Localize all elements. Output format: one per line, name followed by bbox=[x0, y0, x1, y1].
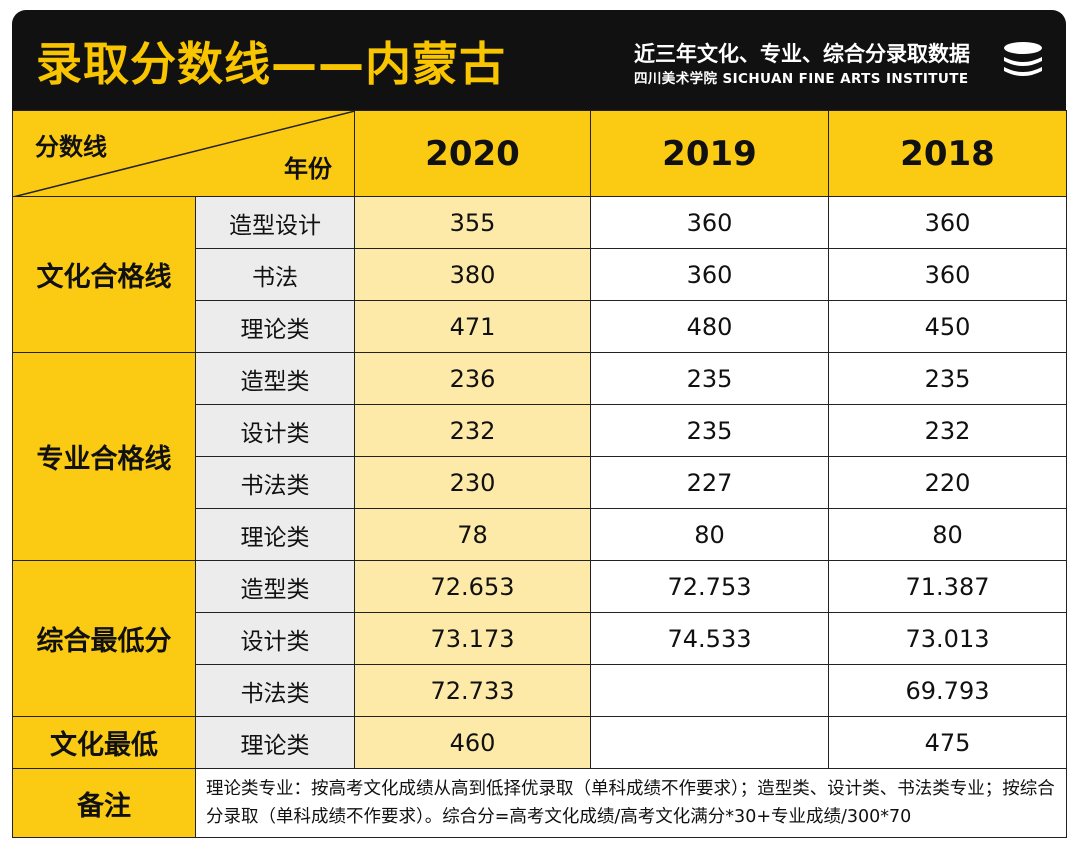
value-cell: 235 bbox=[590, 404, 829, 457]
institute-name: 四川美术学院 SICHUAN FINE ARTS INSTITUTE bbox=[634, 71, 969, 87]
corner-row-label: 分数线 bbox=[35, 133, 107, 161]
table-row: 文化合格线 造型设计 355 360 360 bbox=[12, 196, 1067, 353]
value-cell: 480 bbox=[590, 300, 829, 353]
note-label: 备注 bbox=[12, 768, 196, 838]
year-header-2020: 2020 bbox=[354, 110, 591, 197]
value-cell: 73.013 bbox=[828, 612, 1067, 665]
value-cell bbox=[590, 716, 829, 769]
table-row: 文化最低 理论类 460 475 bbox=[12, 716, 1067, 769]
table-row: 理论类 78 80 80 bbox=[13, 508, 1067, 561]
value-cell: 235 bbox=[828, 352, 1067, 405]
value-cell: 69.793 bbox=[828, 664, 1067, 717]
note-row: 备注 理论类专业：按高考文化成绩从高到低择优录取（单科成绩不作要求）；造型类、设计… bbox=[12, 768, 1067, 838]
value-cell: 360 bbox=[590, 248, 829, 301]
row-label: 理论类 bbox=[195, 716, 355, 769]
value-cell: 355 bbox=[354, 196, 591, 249]
table-row: 综合最低分 造型类 72.653 72.753 71.387 bbox=[12, 560, 1067, 717]
row-label: 理论类 bbox=[195, 508, 355, 561]
corner-cell: 分数线年份 bbox=[12, 110, 355, 197]
row-label: 书法类 bbox=[195, 456, 355, 509]
value-cell: 72.753 bbox=[590, 560, 829, 613]
value-cell: 72.653 bbox=[354, 560, 591, 613]
table-row: 书法类 230 227 220 bbox=[13, 456, 1067, 509]
value-cell: 72.733 bbox=[354, 664, 591, 717]
row-label: 书法类 bbox=[195, 664, 355, 717]
corner-col-label: 年份 bbox=[284, 155, 332, 183]
value-cell: 232 bbox=[354, 404, 591, 457]
stacked-discs-icon bbox=[1004, 42, 1042, 76]
value-cell: 471 bbox=[354, 300, 591, 353]
row-label: 理论类 bbox=[195, 300, 355, 353]
value-cell: 80 bbox=[828, 508, 1067, 561]
header-bar: 录取分数线——内蒙古 近三年文化、专业、综合分录取数据 四川美术学院 SICHU… bbox=[12, 10, 1066, 110]
group-label: 文化合格线 bbox=[12, 196, 196, 353]
value-cell: 232 bbox=[828, 404, 1067, 457]
value-cell: 220 bbox=[828, 456, 1067, 509]
score-table: 分数线 年份 2020 2019 2018 文化合格线 造型设计 355 360 360 书法 380… bbox=[12, 110, 1067, 838]
value-cell: 380 bbox=[354, 248, 591, 301]
table-row: 书法 380 360 360 bbox=[13, 248, 1067, 301]
table-row: 设计类 232 235 232 bbox=[13, 404, 1067, 457]
row-label: 造型类 bbox=[195, 352, 355, 405]
value-cell: 78 bbox=[354, 508, 591, 561]
page-title: 录取分数线——内蒙古 bbox=[36, 37, 506, 91]
value-cell: 360 bbox=[590, 196, 829, 249]
value-cell: 80 bbox=[590, 508, 829, 561]
diagonal-line bbox=[15, 111, 354, 196]
row-label: 设计类 bbox=[195, 612, 355, 665]
value-cell: 235 bbox=[590, 352, 829, 405]
value-cell: 230 bbox=[354, 456, 591, 509]
row-label: 造型设计 bbox=[195, 196, 355, 249]
value-cell: 74.533 bbox=[590, 612, 829, 665]
year-header-2018: 2018 bbox=[828, 110, 1067, 197]
header-row: 分数线 年份 2020 2019 2018 bbox=[12, 110, 1067, 197]
group-label: 文化最低 bbox=[12, 716, 196, 769]
group-label: 专业合格线 bbox=[12, 352, 196, 561]
value-cell: 360 bbox=[828, 248, 1067, 301]
table-row: 设计类 73.173 74.533 73.013 bbox=[13, 612, 1067, 665]
note-text: 理论类专业：按高考文化成绩从高到低择优录取（单科成绩不作要求）；造型类、设计类、… bbox=[195, 768, 1067, 838]
table-row: 专业合格线 造型类 236 235 235 bbox=[12, 352, 1067, 561]
group-label: 综合最低分 bbox=[12, 560, 196, 717]
row-label: 书法 bbox=[195, 248, 355, 301]
value-cell: 73.173 bbox=[354, 612, 591, 665]
value-cell: 236 bbox=[354, 352, 591, 405]
value-cell: 475 bbox=[828, 716, 1067, 769]
value-cell: 450 bbox=[828, 300, 1067, 353]
row-label: 造型类 bbox=[195, 560, 355, 613]
header-subtitle: 近三年文化、专业、综合分录取数据 bbox=[634, 42, 970, 66]
value-cell: 360 bbox=[828, 196, 1067, 249]
value-cell: 227 bbox=[590, 456, 829, 509]
value-cell bbox=[590, 664, 829, 717]
row-label: 设计类 bbox=[195, 404, 355, 457]
value-cell: 71.387 bbox=[828, 560, 1067, 613]
table-row: 理论类 471 480 450 bbox=[13, 300, 1067, 353]
value-cell: 460 bbox=[354, 716, 591, 769]
year-header-2019: 2019 bbox=[590, 110, 829, 197]
